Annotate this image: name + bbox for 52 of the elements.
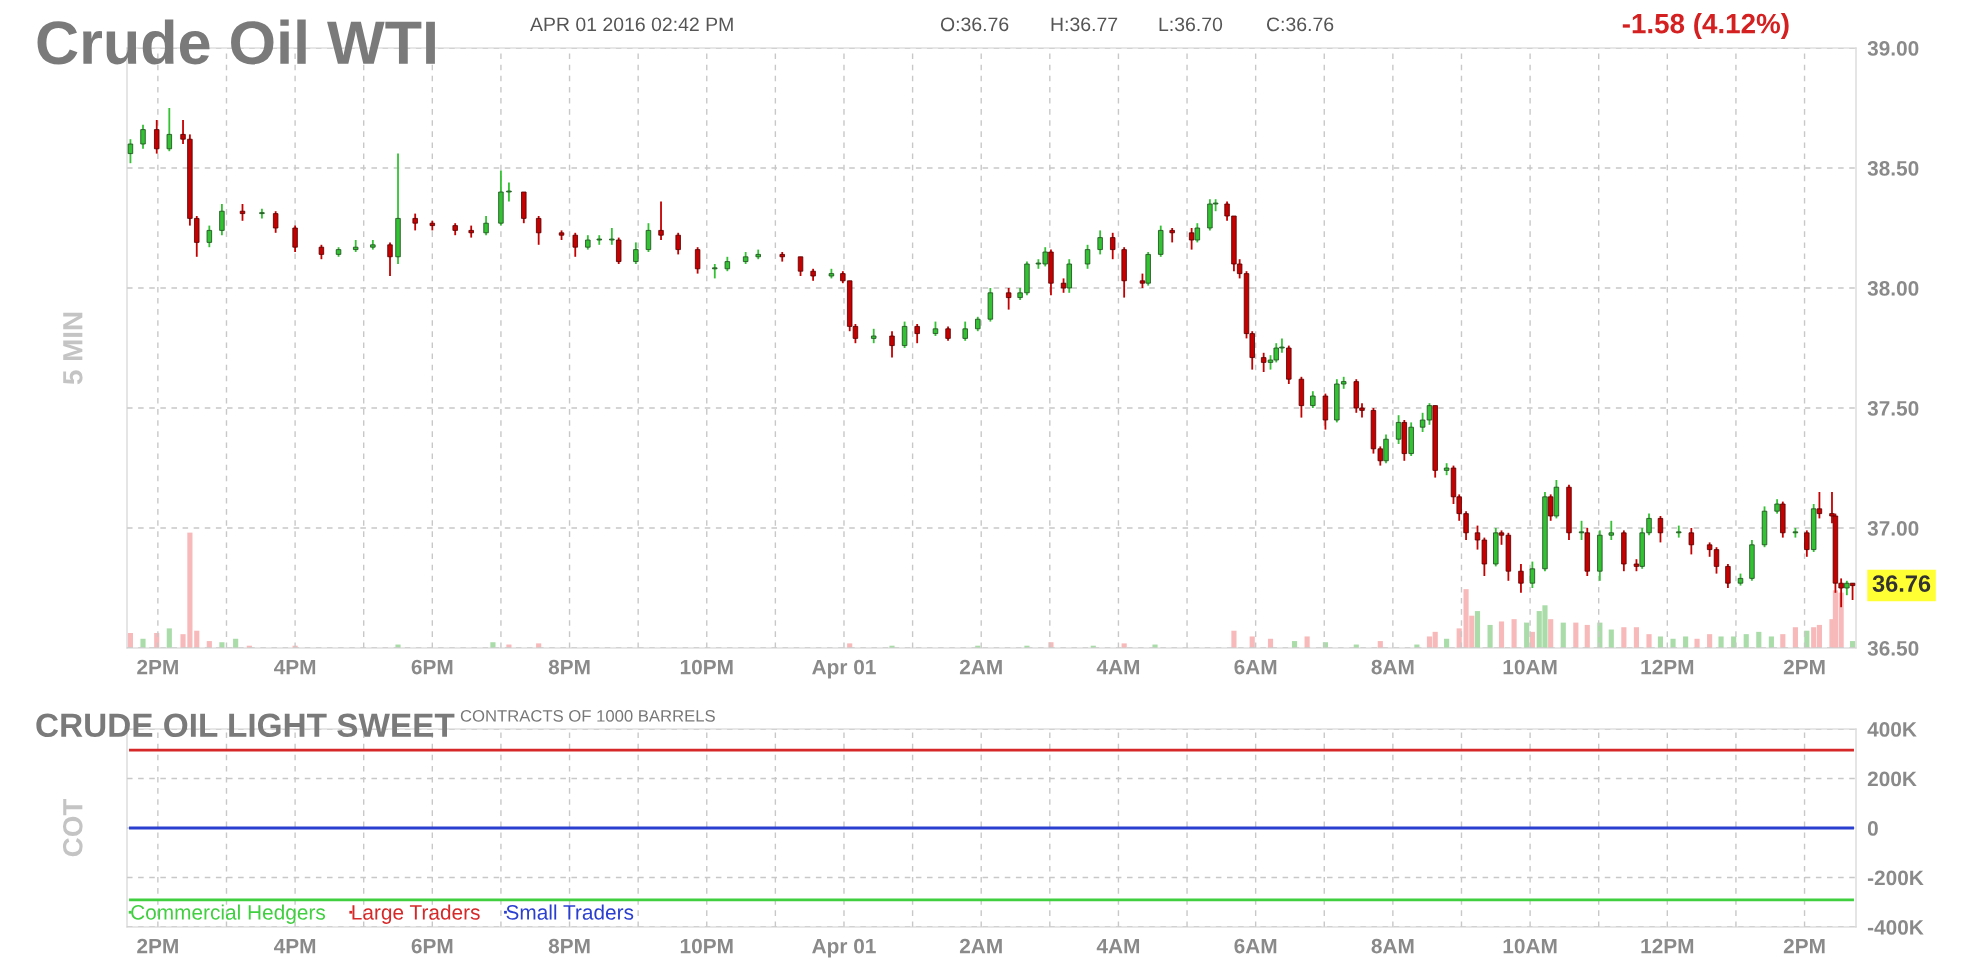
x-tick-label: 2AM [959, 659, 1002, 675]
y-tick-label: 0 [1867, 821, 1878, 836]
x-tick-label: 8AM [1371, 938, 1414, 954]
y-tick-label: 38.50 [1867, 161, 1919, 176]
y-tick-label: 36.50 [1867, 641, 1919, 656]
x-tick-label: 10AM [1503, 938, 1557, 954]
x-tick-label: 10PM [680, 659, 733, 675]
y-tick-label: 400K [1867, 722, 1917, 737]
x-tick-label: 12PM [1641, 938, 1694, 954]
y-axis-title: 5 MIN [63, 312, 83, 385]
x-tick-label: 2AM [959, 938, 1002, 954]
annotation: 36.76 [1872, 575, 1931, 592]
y-tick-label: 200K [1867, 771, 1917, 787]
text: O:36.76 [940, 17, 1009, 32]
legend-label: Small Traders [506, 904, 634, 920]
x-tick-label: Apr 01 [812, 938, 876, 958]
text: C:36.76 [1266, 17, 1334, 32]
x-tick-label: 4PM [274, 659, 316, 675]
x-tick-label: 2PM [1783, 938, 1825, 954]
y-tick-label: -200K [1867, 870, 1924, 886]
x-tick-label: 10PM [680, 938, 733, 954]
x-tick-label: 6AM [1234, 938, 1277, 954]
x-tick-label: Apr 01 [812, 659, 876, 679]
y-tick-label: 39.00 [1867, 41, 1919, 56]
x-tick-label: 12PM [1641, 659, 1694, 675]
chart-subtitle: APR 01 2016 02:42 PM [530, 17, 733, 32]
y-tick-label: 37.50 [1867, 401, 1919, 416]
x-tick-label: 6PM [411, 938, 453, 954]
x-tick-label: 2PM [137, 938, 178, 954]
legend-label: Large Traders [352, 904, 480, 924]
x-tick-label: 2PM [1783, 659, 1825, 675]
x-tick-label: 8AM [1371, 659, 1414, 675]
y-tick-label: -400K [1867, 920, 1924, 935]
x-tick-label: 6PM [411, 659, 453, 675]
legend-label: Commercial Hedgers [131, 904, 326, 924]
y-axis-title: COT [62, 798, 83, 857]
x-tick-label: 2PM [137, 659, 178, 675]
text: H:36.77 [1051, 17, 1118, 32]
y-tick-label: 38.00 [1867, 281, 1919, 296]
x-tick-label: 10AM [1503, 659, 1557, 675]
x-tick-label: 4PM [274, 938, 316, 954]
y-tick-label: 37.00 [1867, 521, 1919, 536]
text: L:36.70 [1159, 17, 1223, 32]
text: -1.58 (4.12%) [1622, 13, 1789, 39]
x-tick-label: 8PM [548, 938, 590, 954]
x-tick-label: 4AM [1096, 659, 1140, 675]
x-tick-label: 8PM [548, 659, 590, 675]
chart-subtitle: CONTRACTS OF 1000 BARRELS [460, 709, 715, 722]
x-tick-label: 4AM [1096, 938, 1140, 954]
chart-title: CRUDE OIL LIGHT SWEET [36, 713, 455, 738]
chart-title: Crude Oil WTI [37, 19, 435, 65]
x-tick-label: 6AM [1234, 659, 1277, 675]
